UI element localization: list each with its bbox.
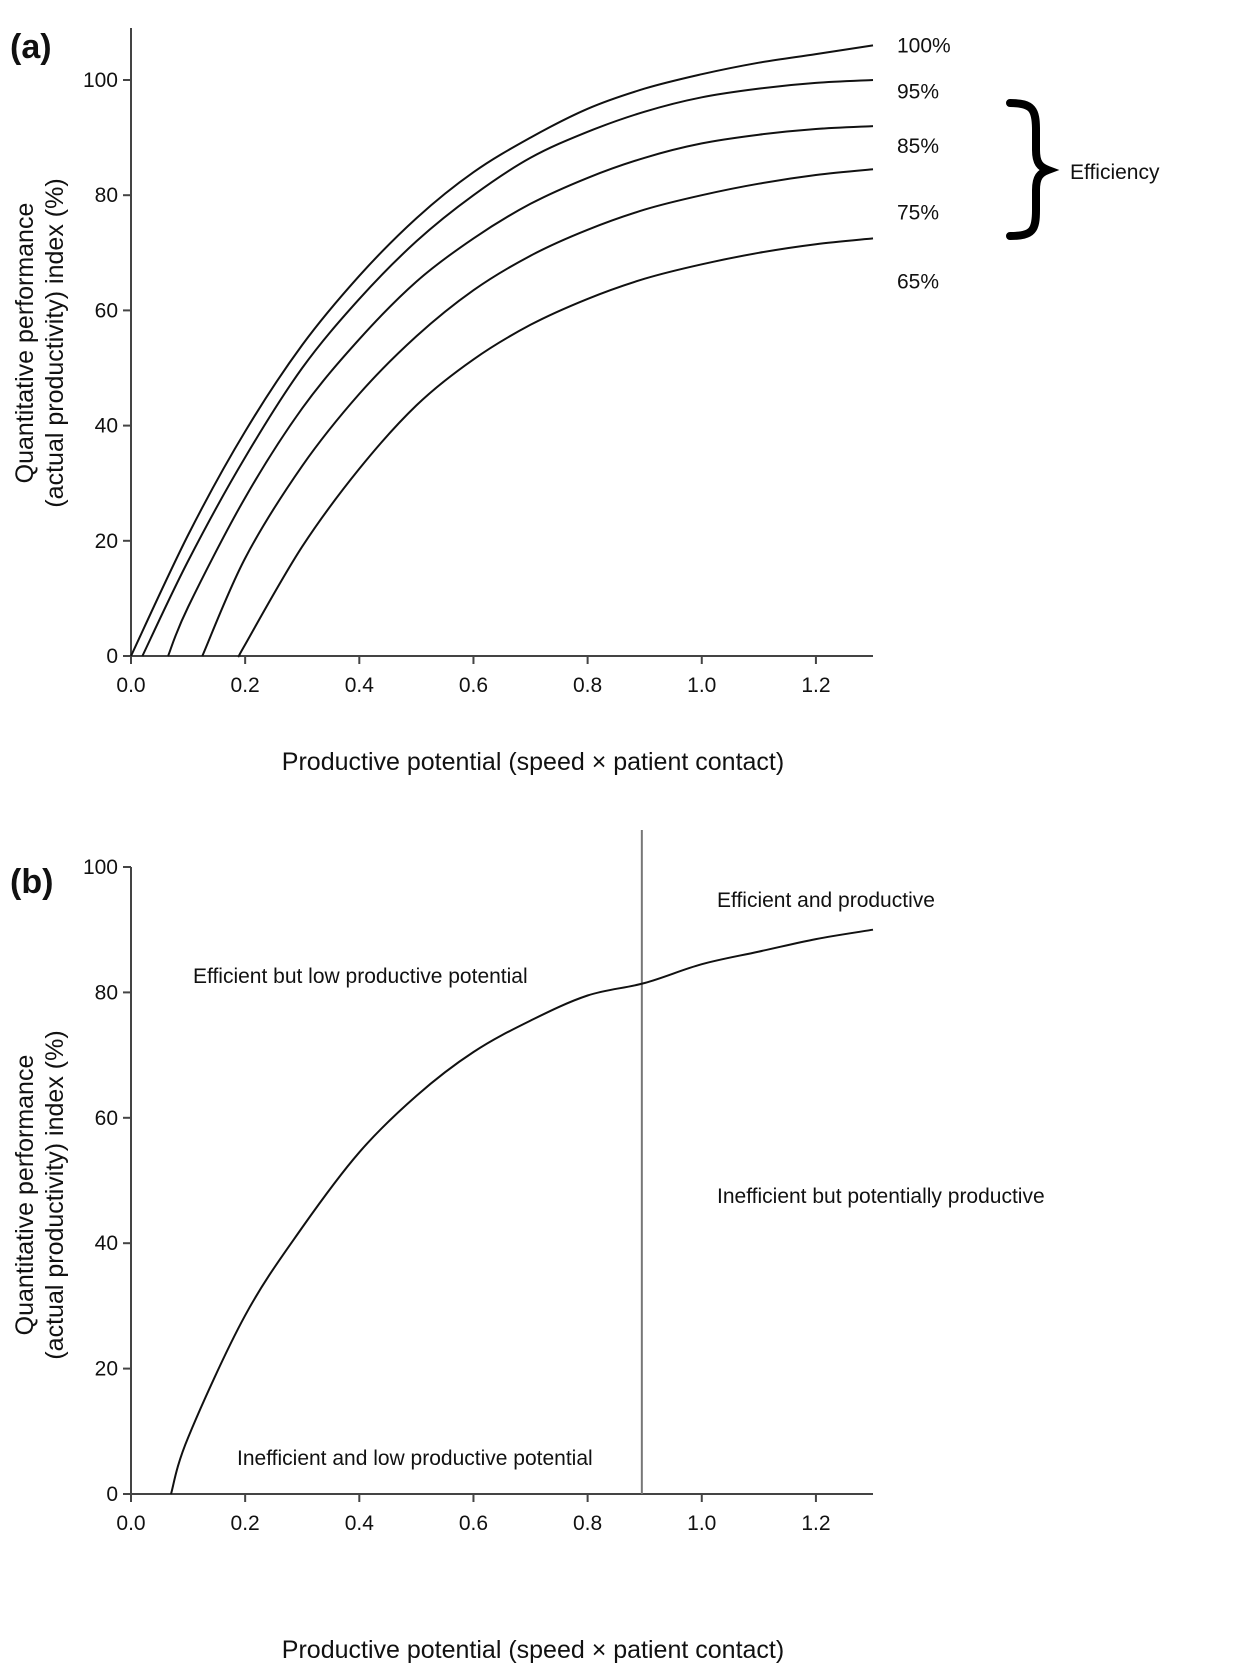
panel-a-y-axis-title-line2: (actual productivity) index (%) xyxy=(41,178,69,507)
x-tick-label: 0.2 xyxy=(231,674,260,697)
panel-a-letter: (a) xyxy=(10,28,52,66)
y-tick-label: 20 xyxy=(95,1358,118,1381)
curve-85pct xyxy=(167,125,874,657)
x-tick-label: 0.0 xyxy=(116,1512,145,1535)
x-tick-label: 1.2 xyxy=(801,674,830,697)
panel-b-letter: (b) xyxy=(10,863,53,901)
x-tick-label: 0.4 xyxy=(345,674,375,697)
y-tick-label: 20 xyxy=(95,530,118,553)
panel-a-x-axis-title: Productive potential (speed × patient co… xyxy=(282,748,784,776)
x-tick-label: 1.0 xyxy=(687,674,716,697)
x-tick-label: 0.6 xyxy=(459,674,488,697)
region-label-top-right: Efficient and productive xyxy=(717,889,935,912)
y-tick-label: 0 xyxy=(106,645,118,668)
panel-b-y-ticks: 0 20 40 60 80 100 xyxy=(83,856,131,1506)
x-tick-label: 0.0 xyxy=(116,674,145,697)
y-tick-label: 60 xyxy=(95,299,118,322)
y-tick-label: 60 xyxy=(95,1107,118,1130)
y-tick-label: 40 xyxy=(95,415,118,438)
x-tick-label: 0.2 xyxy=(231,1512,260,1535)
panel-a: (a) 0 20 40 60 80 100 0.0 0.2 0.4 0.6 0.8 1.0 1.2 1… xyxy=(10,28,1160,776)
y-tick-label: 80 xyxy=(95,184,118,207)
curve-label-100pct: 100% xyxy=(897,34,951,57)
panel-a-curve-labels: 100% 95% 85% 75% 65% xyxy=(897,34,951,293)
panel-b-y-axis-title-line1: Quantitative performance xyxy=(11,1055,39,1336)
region-label-bottom-left: Inefficient and low productive potential xyxy=(237,1447,593,1470)
panel-a-x-ticks: 0.0 0.2 0.4 0.6 0.8 1.0 1.2 xyxy=(116,656,831,697)
x-tick-label: 1.0 xyxy=(687,1512,716,1535)
x-tick-label: 1.2 xyxy=(801,1512,830,1535)
x-tick-label: 0.6 xyxy=(459,1512,488,1535)
panel-a-y-axis-title-line1: Quantitative performance xyxy=(11,203,39,484)
x-tick-label: 0.8 xyxy=(573,1512,602,1535)
curve-label-85pct: 85% xyxy=(897,135,939,158)
curve-100pct xyxy=(130,44,874,657)
y-tick-label: 100 xyxy=(83,856,118,879)
y-tick-label: 100 xyxy=(83,69,118,92)
panel-b-x-axis-title: Productive potential (speed × patient co… xyxy=(282,1636,784,1664)
y-tick-label: 40 xyxy=(95,1232,118,1255)
curve-65pct xyxy=(237,237,874,658)
efficiency-label: Efficiency xyxy=(1070,161,1160,184)
x-tick-label: 0.4 xyxy=(345,1512,375,1535)
panel-b: (b) 0 20 40 60 80 100 0.0 0.2 0.4 0.6 0.8 1.0 1.2 E… xyxy=(10,830,1045,1664)
curve-95pct xyxy=(141,79,874,657)
x-tick-label: 0.8 xyxy=(573,674,602,697)
curve-label-95pct: 95% xyxy=(897,81,939,104)
curve-85pct xyxy=(170,928,874,1495)
y-tick-label: 80 xyxy=(95,981,118,1004)
curve-label-75pct: 75% xyxy=(897,201,939,224)
region-label-bottom-right: Inefficient but potentially productive xyxy=(717,1185,1045,1208)
panel-a-y-ticks: 0 20 40 60 80 100 xyxy=(83,69,131,668)
region-label-top-left: Efficient but low productive potential xyxy=(193,965,528,988)
efficiency-brace xyxy=(1006,99,1060,240)
panel-b-curves xyxy=(170,928,874,1495)
y-tick-label: 0 xyxy=(106,1483,118,1506)
curve-label-65pct: 65% xyxy=(897,271,939,294)
curve-75pct xyxy=(201,168,874,657)
panel-b-x-ticks: 0.0 0.2 0.4 0.6 0.8 1.0 1.2 xyxy=(116,1494,831,1535)
panel-b-y-axis-title-line2: (actual productivity) index (%) xyxy=(41,1030,69,1359)
panel-a-curves xyxy=(130,44,874,658)
